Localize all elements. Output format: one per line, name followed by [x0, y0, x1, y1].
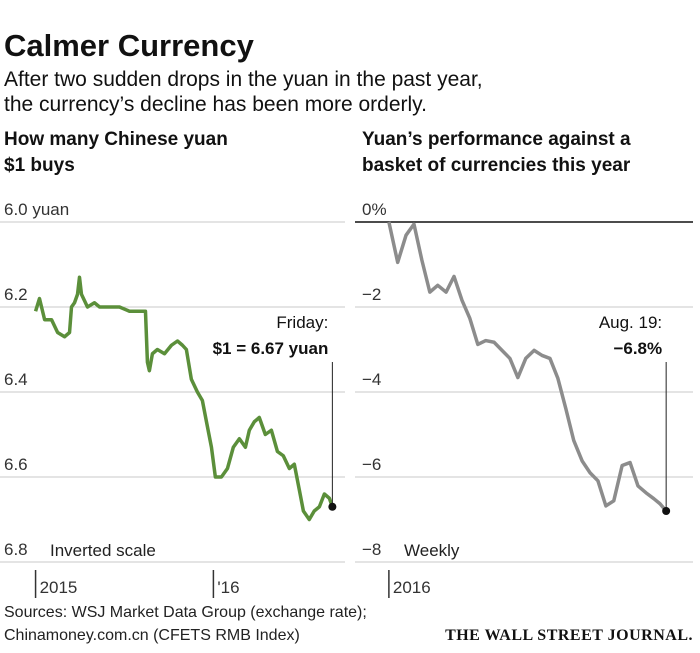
y-tick-label: −8 [362, 540, 381, 559]
annotation: $1 = 6.67 yuan [213, 339, 329, 358]
scale-note: Weekly [404, 541, 460, 560]
annotation: Aug. 19: [599, 313, 662, 332]
source: Chinamoney.com.cn (CFETS RMB Index) [4, 627, 300, 644]
subtitle: After two sudden drops in the yuan in th… [4, 68, 483, 91]
x-tick-label: 2015 [40, 578, 78, 597]
y-tick-label: 6.8 [4, 540, 28, 559]
x-tick-label: 2016 [393, 578, 431, 597]
chart-title: Yuan’s performance against a [362, 129, 631, 150]
annotation: Friday: [276, 313, 328, 332]
x-tick-label: '16 [217, 578, 239, 597]
title: Calmer Currency [4, 28, 255, 63]
logo: THE WALL STREET JOURNAL. [445, 627, 693, 644]
source: Sources: WSJ Market Data Group (exchange… [4, 604, 367, 621]
chart-title: $1 buys [4, 155, 75, 176]
subtitle: the currency’s decline has been more ord… [4, 93, 427, 116]
line [387, 221, 668, 513]
annotation: −6.8% [613, 339, 662, 358]
y-tick-label: 6.4 [4, 370, 28, 389]
scale-note: Inverted scale [50, 541, 156, 560]
y-tick-label: 6.0 yuan [4, 200, 69, 219]
y-tick-label: 6.2 [4, 285, 28, 304]
end-point [662, 507, 671, 515]
chart-title: How many Chinese yuan [4, 129, 228, 150]
y-tick-label: 0% [362, 200, 387, 219]
y-tick-label: −2 [362, 285, 381, 304]
y-tick-label: −4 [362, 370, 381, 389]
end-point [328, 502, 337, 511]
y-tick-label: −6 [362, 455, 381, 474]
line [33, 275, 335, 522]
chart-title: basket of currencies this year [362, 155, 631, 176]
y-tick-label: 6.6 [4, 455, 28, 474]
